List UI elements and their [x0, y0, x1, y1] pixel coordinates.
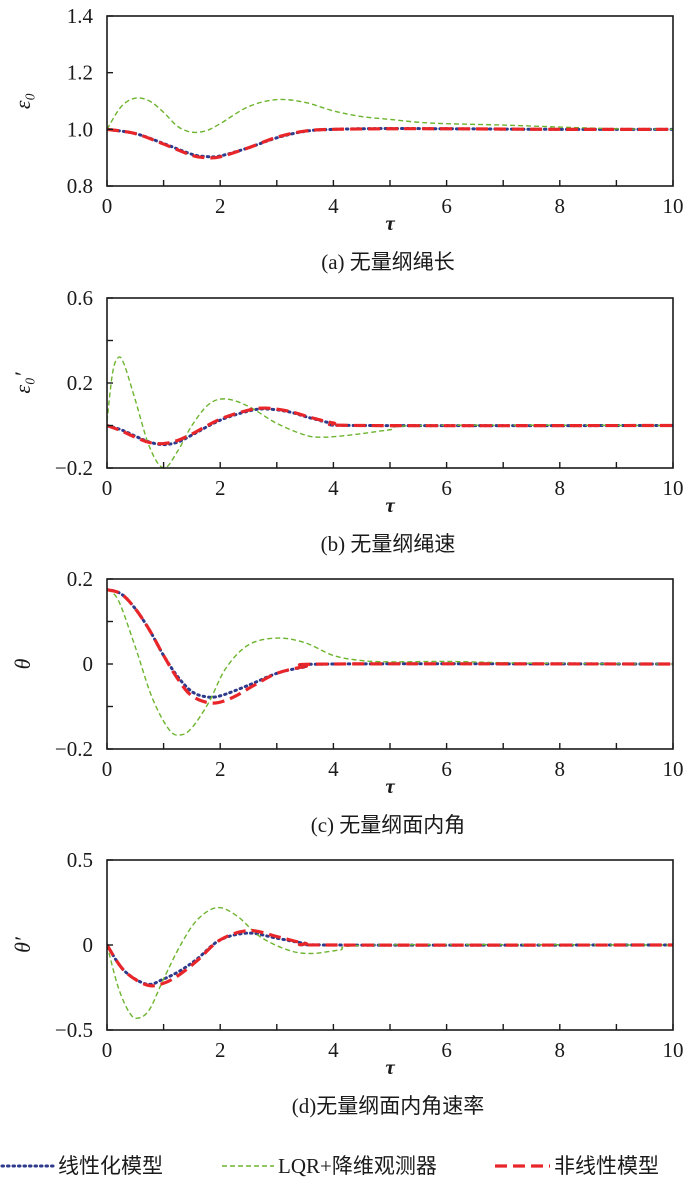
series-line-nonlinear: [107, 127, 673, 160]
x-tick-label: 4: [328, 476, 339, 500]
x-tick-label: 8: [555, 757, 566, 781]
y-tick-label: 0.8: [67, 174, 93, 198]
legend-label-lqr: LQR+降维观测器: [278, 1154, 437, 1178]
subplot-b: 0 2 4 6 8 10 −0.2 0.2 0.6 τ ε₀′ (b) 无量纲绳速: [10, 286, 684, 556]
series-line-nonlinear: [107, 588, 673, 705]
y-tick-label: 1.2: [67, 61, 93, 85]
x-tick-label: 6: [441, 194, 452, 218]
x-tick-label: 0: [102, 757, 113, 781]
series-line-lqr: [107, 356, 673, 469]
legend-label-linear: 线性化模型: [58, 1154, 163, 1178]
x-tick-label: 2: [215, 1038, 226, 1062]
series-line-lqr: [107, 589, 673, 736]
x-axis-label: τ: [385, 1055, 395, 1079]
subplot-a: 0 2 4 6 8 10 0.8 1.0 1.2 1.4 τ ε₀ (a) 无量纲绳长: [10, 4, 684, 274]
series-line-lqr: [107, 906, 673, 1019]
series-line-linear: [107, 126, 673, 159]
y-tick-label: −0.5: [55, 1018, 93, 1042]
x-tick-label: 10: [663, 194, 684, 218]
plot-frame: [106, 15, 674, 187]
x-tick-label: 6: [441, 757, 452, 781]
x-axis-label: τ: [385, 211, 395, 235]
subplot-d: 0 2 4 6 8 10 −0.5 0 0.5 τ θ′ (d)无量纲面内角速率: [10, 848, 684, 1118]
legend: 线性化模型 LQR+降维观测器 非线性模型: [0, 1154, 659, 1178]
y-axis-label: θ: [10, 658, 35, 669]
subplot-caption: (c) 无量纲面内角: [311, 813, 466, 837]
x-tick-label: 10: [663, 757, 684, 781]
x-tick-label: 0: [102, 476, 113, 500]
plot-frame: [106, 297, 674, 469]
x-tick-label: 4: [328, 194, 339, 218]
series-line-nonlinear: [107, 928, 673, 988]
x-tick-label: 0: [102, 1038, 113, 1062]
y-tick-label: 0.2: [67, 371, 93, 395]
y-tick-label: 1.4: [67, 4, 94, 28]
x-tick-label: 4: [328, 757, 339, 781]
x-tick-label: 8: [555, 476, 566, 500]
y-tick-label: 0.2: [67, 567, 93, 591]
x-tick-label: 2: [215, 476, 226, 500]
y-tick-label: 0.6: [67, 286, 93, 310]
subplot-caption: (a) 无量纲绳长: [321, 250, 455, 274]
subplot-caption: (b) 无量纲绳速: [321, 532, 456, 556]
x-tick-label: 8: [555, 1038, 566, 1062]
y-tick-label: 1.0: [67, 117, 93, 141]
series-line-linear: [107, 931, 673, 986]
x-tick-label: 10: [663, 1038, 684, 1062]
series-line-lqr: [107, 97, 673, 134]
y-tick-label: −0.2: [55, 737, 93, 761]
subplot-caption: (d)无量纲面内角速率: [292, 1094, 485, 1118]
series-line-nonlinear: [107, 406, 673, 446]
y-axis-label: θ′: [10, 936, 35, 953]
x-tick-label: 6: [441, 476, 452, 500]
subplot-c: 0 2 4 6 8 10 −0.2 0 0.2 τ θ (c) 无量纲面内角: [10, 567, 684, 837]
y-axis-label: ε₀′: [10, 371, 35, 393]
x-tick-label: 6: [441, 1038, 452, 1062]
y-tick-label: 0: [83, 652, 94, 676]
y-tick-label: 0: [83, 933, 94, 957]
y-axis-label: ε₀: [10, 93, 35, 109]
x-axis-label: τ: [385, 493, 395, 517]
x-tick-label: 4: [328, 1038, 339, 1062]
y-tick-label: −0.2: [55, 456, 93, 480]
legend-label-nonlinear: 非线性模型: [554, 1154, 659, 1178]
x-axis-label: τ: [385, 774, 395, 798]
x-tick-label: 2: [215, 757, 226, 781]
series-line-linear: [107, 588, 673, 699]
x-tick-label: 0: [102, 194, 113, 218]
x-tick-label: 10: [663, 476, 684, 500]
x-tick-label: 8: [555, 194, 566, 218]
y-tick-label: 0.5: [67, 848, 93, 872]
x-tick-label: 2: [215, 194, 226, 218]
